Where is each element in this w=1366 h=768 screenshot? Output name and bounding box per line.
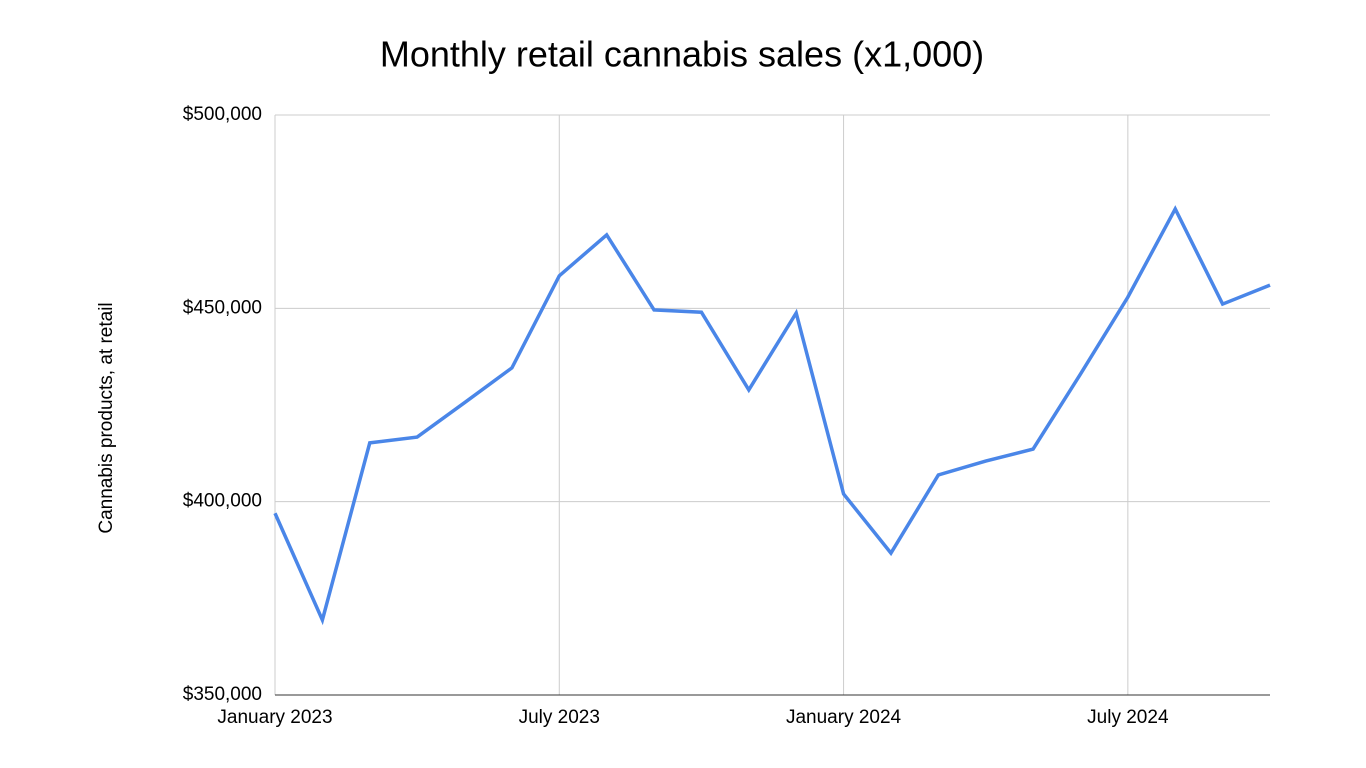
y-axis-label: Cannabis products, at retail — [96, 302, 117, 533]
x-tick-label: January 2024 — [786, 707, 902, 728]
y-tick-label: $400,000 — [183, 491, 262, 512]
y-tick-label: $500,000 — [183, 104, 262, 125]
data-line — [273, 205, 1271, 626]
x-tick-label: January 2023 — [217, 707, 332, 728]
y-tick-label: $450,000 — [183, 297, 262, 318]
y-tick-label: $350,000 — [183, 684, 262, 705]
x-tick-label: July 2024 — [1087, 707, 1169, 728]
x-tick-label: July 2023 — [519, 707, 600, 728]
chart-title: Monthly retail cannabis sales (x1,000) — [380, 34, 984, 75]
